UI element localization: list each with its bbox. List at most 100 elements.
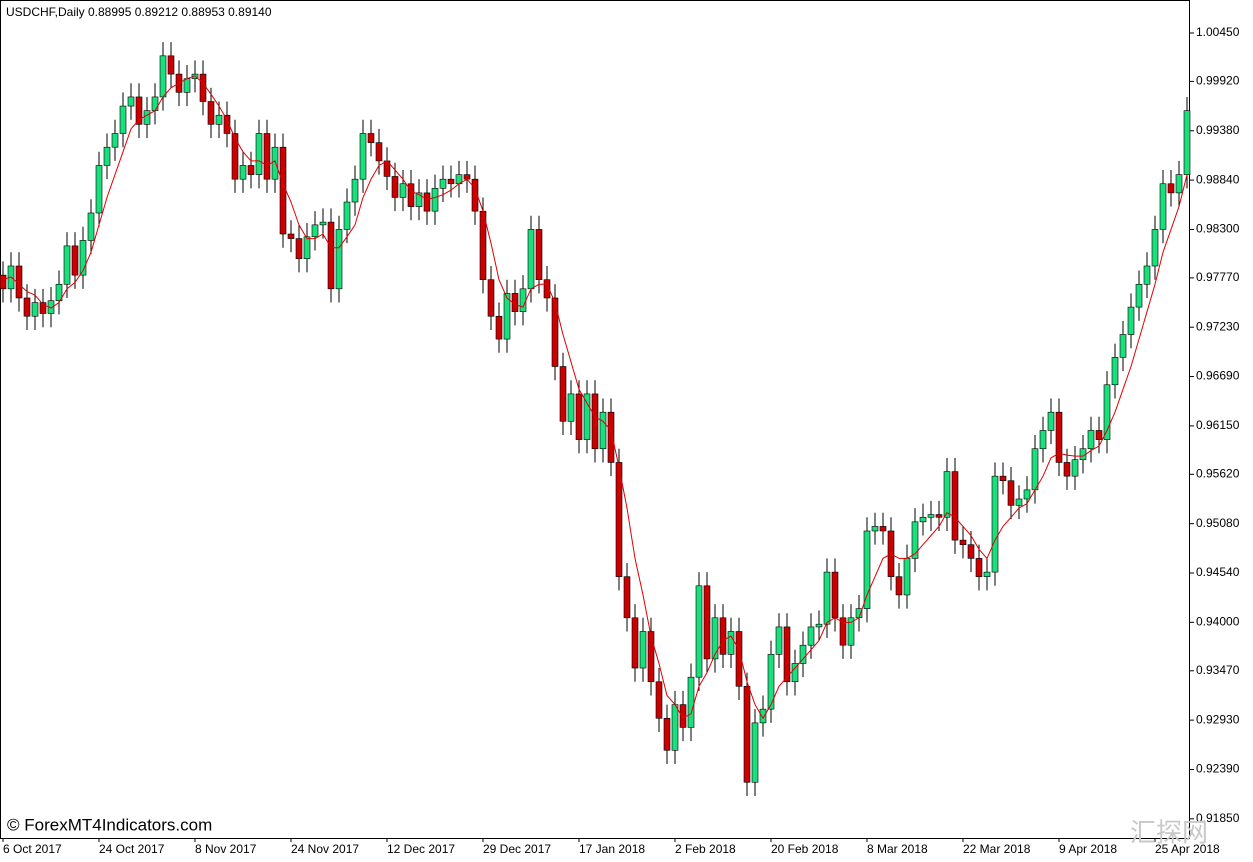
candle-body [319,221,327,226]
candle-body [759,708,767,724]
x-tick-label: 22 Mar 2018 [963,842,1031,856]
candle-body [31,302,39,317]
candle-body [751,722,759,783]
candle-body [695,585,703,678]
candle-body [799,644,807,664]
candle-body [0,274,7,290]
candle-body [207,101,215,125]
x-tick-label: 29 Dec 2017 [483,842,551,856]
candle-body [247,165,255,175]
candle-body [519,288,527,312]
candle-body [183,78,191,93]
y-tick-label: 0.95620 [1196,466,1240,480]
candle-body [439,178,447,189]
candle-body [791,663,799,683]
candle-body [1031,448,1039,491]
candle-body [1087,430,1095,450]
x-tick-label: 24 Nov 2017 [291,842,359,856]
candle-body [719,617,727,655]
candle-body [87,212,95,241]
x-tick-label: 8 Nov 2017 [195,842,257,856]
candle-body [215,114,223,125]
candle-body [151,96,159,111]
candle-body [727,631,735,655]
candle-body [671,704,679,751]
candle-body [1015,498,1023,506]
candle-body [487,279,495,317]
candle-body [775,626,783,655]
candle-body [1111,357,1119,386]
candle-body [647,631,655,683]
x-tick-label: 8 Mar 2018 [867,842,928,856]
candle-body [431,188,439,212]
candle-body [559,366,567,422]
candle-body [1095,430,1103,440]
candle-body [495,315,503,340]
candle-body [639,631,647,669]
candle-body [871,526,879,532]
candle-body [263,133,271,180]
candle-body [1119,334,1127,358]
candle-body [1183,110,1191,175]
candle-body [1071,459,1079,477]
candle-body [823,571,831,625]
candle-body [343,201,351,230]
candle-body [679,704,687,728]
candle-body [815,623,823,628]
candle-body [551,297,559,367]
candle-body [407,183,415,207]
x-tick-label: 20 Feb 2018 [771,842,839,856]
candle-body [167,55,175,75]
candle-body [279,146,287,235]
candle-body [1151,229,1159,267]
x-tick-label: 2 Feb 2018 [675,842,736,856]
candle-body [919,516,927,523]
candle-body [1167,183,1175,194]
candle-body [735,631,743,687]
y-tick-label: 0.92390 [1196,762,1240,776]
candle-body [391,176,399,198]
y-tick-label: 1.00450 [1196,25,1240,39]
candle-body [583,393,591,440]
candle-body [1143,265,1151,285]
candle-body [39,302,47,314]
candle-body [703,585,711,660]
candle-body [967,544,975,559]
candle-body [103,146,111,166]
y-tick-label: 0.96690 [1196,369,1240,383]
candle-body [903,558,911,596]
candle-body [143,110,151,125]
candle-body [63,245,71,285]
candle-body [911,521,919,559]
y-tick-label: 0.98840 [1196,172,1240,186]
candle-body [575,393,583,440]
candle-body [463,174,471,180]
candle-body [991,475,999,573]
candle-body [591,393,599,450]
candle-body [367,133,375,143]
candle-body [631,617,639,669]
candle-body [303,236,311,259]
candle-body [239,165,247,180]
candle-body [471,178,479,212]
candle-body [79,240,87,276]
candle-body [1063,462,1071,477]
candle-body [847,617,855,646]
y-tick-label: 0.92930 [1196,712,1240,726]
candle-body [831,571,839,619]
candle-body [95,165,103,214]
candle-body [895,576,903,596]
candle-body [959,539,967,545]
candle-body [1039,430,1047,450]
candle-body [599,411,607,450]
candle-body [535,229,543,280]
candle-body [951,471,959,541]
candle-body [351,178,359,203]
candle-body [447,178,455,185]
candle-body [1047,411,1055,431]
candle-body [743,686,751,783]
candle-body [327,221,335,290]
candle-body [375,142,383,162]
